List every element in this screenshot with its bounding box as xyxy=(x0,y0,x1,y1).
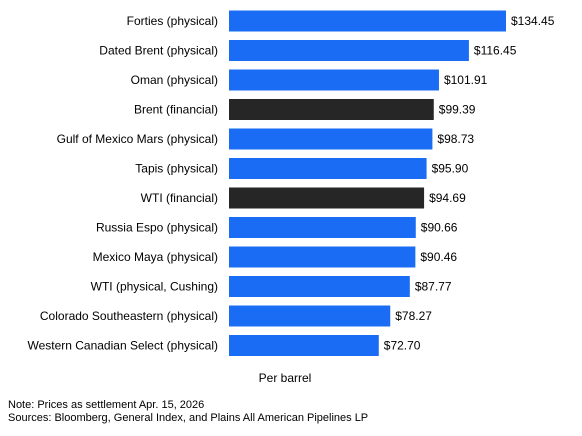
value-label: $87.77 xyxy=(415,280,452,294)
sources-text: Sources: Bloomberg, General Index, and P… xyxy=(8,412,368,425)
value-label: $72.70 xyxy=(384,339,421,353)
bar-physical xyxy=(229,70,439,91)
x-axis-label: Per barrel xyxy=(228,371,342,385)
value-label: $78.27 xyxy=(395,309,432,323)
category-label: Dated Brent (physical) xyxy=(99,44,218,58)
bar-financial xyxy=(229,99,434,120)
value-label: $95.90 xyxy=(432,162,469,176)
category-label: Forties (physical) xyxy=(127,14,218,28)
category-label: WTI (physical, Cushing) xyxy=(91,280,218,294)
bar-financial xyxy=(229,188,424,209)
category-label: Oman (physical) xyxy=(131,73,218,87)
value-label: $94.69 xyxy=(429,191,466,205)
category-label: Tapis (physical) xyxy=(135,162,218,176)
bar-physical xyxy=(229,217,416,238)
bar-physical xyxy=(229,129,432,150)
category-label: Gulf of Mexico Mars (physical) xyxy=(57,132,218,146)
category-label: Brent (financial) xyxy=(134,103,218,117)
value-label: $101.91 xyxy=(444,73,488,87)
category-label: WTI (financial) xyxy=(141,191,218,205)
bar-physical xyxy=(229,276,410,297)
chart-notes: Note: Prices as settlement Apr. 15, 2026… xyxy=(8,399,368,425)
value-label: $116.45 xyxy=(474,44,517,58)
value-label: $90.66 xyxy=(421,221,458,235)
category-label: Western Canadian Select (physical) xyxy=(27,339,218,353)
bar-chart: Forties (physical) $134.45 Dated Brent (ph… xyxy=(0,0,582,368)
value-label: $98.73 xyxy=(437,132,474,146)
bar-physical xyxy=(229,158,427,179)
category-label: Russia Espo (physical) xyxy=(96,221,218,235)
category-label: Mexico Maya (physical) xyxy=(93,250,218,264)
note-text: Note: Prices as settlement Apr. 15, 2026 xyxy=(8,399,368,412)
category-label: Colorado Southeastern (physical) xyxy=(40,309,218,323)
bar-physical xyxy=(229,11,506,32)
bar-physical xyxy=(229,335,379,356)
value-label: $99.39 xyxy=(439,103,476,117)
bar-physical xyxy=(229,306,390,327)
bar-physical xyxy=(229,247,415,268)
bar-physical xyxy=(229,40,469,61)
value-label: $134.45 xyxy=(511,14,555,28)
value-label: $90.46 xyxy=(420,250,457,264)
